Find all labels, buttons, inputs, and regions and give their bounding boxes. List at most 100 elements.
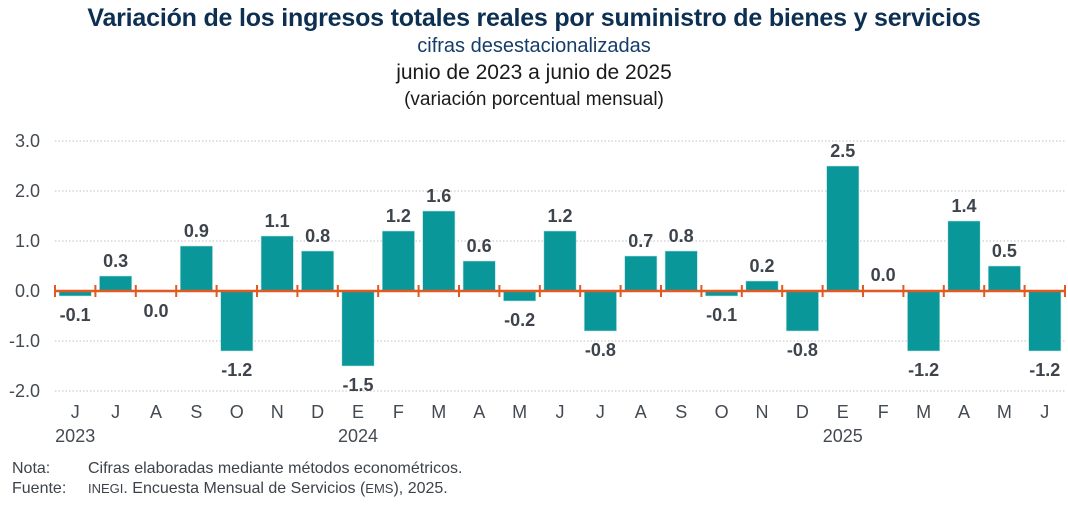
x-tick-label: A [150, 402, 162, 422]
bar [1028, 290, 1062, 352]
y-tick-label: 3.0 [15, 131, 40, 151]
x-tick-label: J [111, 402, 120, 422]
data-label: 0.6 [467, 236, 492, 256]
data-label: 0.3 [103, 251, 128, 271]
x-tick-label: F [393, 402, 404, 422]
data-label: -0.1 [706, 305, 737, 325]
data-label: 2.5 [830, 141, 855, 161]
bar [745, 280, 779, 292]
chart-title: Variación de los ingresos totales reales… [87, 4, 981, 32]
data-label: -0.8 [585, 340, 616, 360]
bar [260, 235, 294, 292]
source-row: Fuente: INEGI. Encuesta Mensual de Servi… [12, 479, 462, 499]
bar [624, 255, 658, 292]
x-tick-label: J [71, 402, 80, 422]
bars [58, 165, 1062, 367]
x-tick-label: N [756, 402, 769, 422]
data-label: -1.2 [221, 360, 252, 380]
data-label: -1.5 [342, 375, 373, 395]
note-text: Cifras elaboradas mediante métodos econo… [88, 460, 463, 477]
x-tick-label: J [1040, 402, 1049, 422]
bar [220, 290, 254, 352]
note-row: Nota: Cifras elaboradas mediante métodos… [12, 459, 462, 479]
data-label: -1.2 [1029, 360, 1060, 380]
bar [907, 290, 941, 352]
bar [381, 230, 415, 292]
x-tick-label: M [431, 402, 446, 422]
data-label: 1.2 [547, 206, 572, 226]
bar [826, 165, 860, 292]
y-axis: 3.0 2.0 1.0 0.0 -1.0 -2.0 [9, 131, 40, 401]
year-label: 2023 [55, 426, 95, 446]
data-labels: -0.1 0.3 0.0 0.9 -1.2 1.1 0.8 -1.5 1.2 1.6 0.6 -0.2… [60, 141, 1061, 395]
chart-units: (variación porcentual mensual) [404, 89, 664, 110]
source-key: Fuente: [12, 480, 67, 497]
bar [422, 210, 456, 292]
bar [99, 275, 133, 292]
data-label: 1.6 [426, 186, 451, 206]
source-text: INEGI. Encuesta Mensual de Servicios (EM… [88, 479, 448, 499]
bar [462, 260, 496, 292]
x-tick-label: M [916, 402, 931, 422]
y-tick-label: 1.0 [15, 231, 40, 251]
y-tick-label: -2.0 [9, 381, 40, 401]
bar [583, 290, 617, 332]
x-tick-label: J [596, 402, 605, 422]
year-label: 2025 [823, 426, 863, 446]
bar [179, 245, 213, 292]
data-label: 0.0 [143, 301, 168, 321]
x-tick-label: S [675, 402, 687, 422]
bar [503, 290, 537, 302]
data-label: 1.4 [951, 196, 976, 216]
chart-subtitle: cifras desestacionalizadas [417, 35, 651, 57]
y-tick-label: -1.0 [9, 331, 40, 351]
x-tick-label: A [473, 402, 485, 422]
data-label: 0.2 [749, 256, 774, 276]
bar [785, 290, 819, 332]
x-tick-label: O [230, 402, 244, 422]
x-tick-label: A [635, 402, 647, 422]
x-tick-label: D [311, 402, 324, 422]
x-tick-label: S [190, 402, 202, 422]
source-year: ), 2025. [393, 480, 448, 497]
y-tick-label: 2.0 [15, 181, 40, 201]
data-label: -0.2 [504, 310, 535, 330]
y-tick-label: 0.0 [15, 281, 40, 301]
data-label: 0.7 [628, 231, 653, 251]
data-label: -1.2 [908, 360, 939, 380]
x-tick-label: N [271, 402, 284, 422]
data-label: 0.0 [871, 265, 896, 285]
bar [664, 250, 698, 292]
bar [543, 230, 577, 292]
x-tick-label: M [512, 402, 527, 422]
x-tick-label: F [878, 402, 889, 422]
source-org: INEGI [88, 481, 124, 496]
zero-axis-line [54, 285, 1066, 297]
source-title: . Encuesta Mensual de Servicios ( [123, 480, 366, 497]
x-tick-label: E [837, 402, 849, 422]
data-label: -0.1 [60, 305, 91, 325]
note-key: Nota: [12, 460, 51, 477]
footnotes: Nota: Cifras elaboradas mediante métodos… [12, 459, 462, 499]
data-label: 0.8 [669, 226, 694, 246]
data-label: 1.1 [265, 211, 290, 231]
bar [947, 220, 981, 292]
x-axis: J J A S O N D E F M A M J J A S O N D E F M A M J 2023 2024 2025 [55, 402, 1049, 446]
x-tick-label: D [796, 402, 809, 422]
x-tick-label: E [352, 402, 364, 422]
data-label: 0.8 [305, 226, 330, 246]
x-tick-label: O [715, 402, 729, 422]
bar [341, 290, 375, 367]
chart-period: junio de 2023 a junio de 2025 [396, 61, 672, 84]
data-label: -0.8 [787, 340, 818, 360]
x-tick-label: M [997, 402, 1012, 422]
data-label: 0.5 [992, 241, 1017, 261]
bar [987, 265, 1021, 292]
source-abbr: EMS [365, 481, 394, 496]
year-label: 2024 [338, 426, 378, 446]
data-label: 1.2 [386, 206, 411, 226]
x-tick-label: A [958, 402, 970, 422]
bar [301, 250, 335, 292]
data-label: 0.9 [184, 221, 209, 241]
